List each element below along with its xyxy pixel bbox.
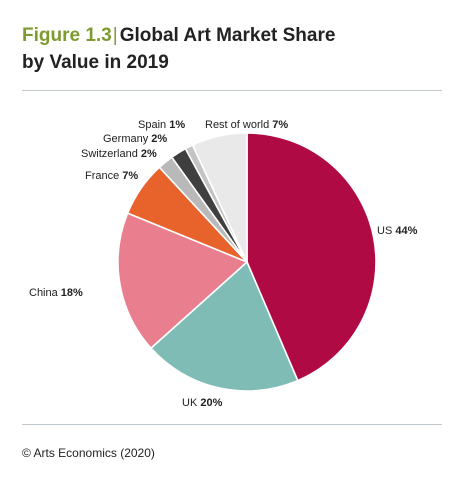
pie-slice-uk bbox=[150, 261, 299, 392]
slice-label-us: US 44% bbox=[377, 225, 418, 237]
bottom-divider bbox=[22, 424, 442, 425]
slice-label-value: 18% bbox=[61, 287, 83, 299]
slice-label-name: France bbox=[85, 170, 122, 182]
slice-label-value: 7% bbox=[272, 119, 288, 131]
pie-slice-china bbox=[117, 212, 248, 349]
figure-number: Figure 1.3 bbox=[22, 25, 112, 46]
title-text-line-1: Global Art Market Share bbox=[119, 25, 336, 46]
slice-label-value: 1% bbox=[169, 119, 185, 131]
slice-label-value: 2% bbox=[151, 133, 167, 145]
slice-label-name: Switzerland bbox=[81, 148, 141, 160]
title-separator: | bbox=[112, 25, 118, 46]
source-credit: © Arts Economics (2020) bbox=[22, 446, 155, 460]
slice-label-switzerland: Switzerland 2% bbox=[81, 148, 157, 160]
chart-title: Figure 1.3| Global Art Market Share by Va… bbox=[22, 22, 442, 76]
slice-label-china: China 18% bbox=[29, 287, 83, 299]
slice-label-name: China bbox=[29, 287, 61, 299]
title-line-1: Figure 1.3| Global Art Market Share bbox=[22, 22, 442, 49]
slice-label-uk: UK 20% bbox=[182, 397, 223, 409]
slice-label-value: 7% bbox=[122, 170, 138, 182]
slice-label-value: 20% bbox=[200, 397, 222, 409]
slice-label-value: 44% bbox=[395, 225, 417, 237]
pie-slice-us bbox=[246, 132, 377, 382]
slice-label-spain: Spain 1% bbox=[138, 119, 185, 131]
pie-labels: US 44% UK 20% China 18% France 7% Switzerlan… bbox=[29, 119, 418, 409]
slice-label-germany: Germany 2% bbox=[103, 133, 167, 145]
top-divider bbox=[22, 90, 442, 91]
pie-slices bbox=[117, 132, 377, 392]
slice-label-name: US bbox=[377, 225, 395, 237]
slice-label-name: Rest of world bbox=[205, 119, 272, 131]
slice-label-name: UK bbox=[182, 397, 200, 409]
slice-label-france: France 7% bbox=[85, 170, 138, 182]
slice-label-name: Germany bbox=[103, 133, 151, 145]
slice-label-name: Spain bbox=[138, 119, 169, 131]
pie-slice-rest-of-world bbox=[191, 132, 248, 263]
title-text-line-2: by Value in 2019 bbox=[22, 52, 169, 73]
slice-label-rest-of-world: Rest of world 7% bbox=[205, 119, 288, 131]
slice-label-value: 2% bbox=[141, 148, 157, 160]
